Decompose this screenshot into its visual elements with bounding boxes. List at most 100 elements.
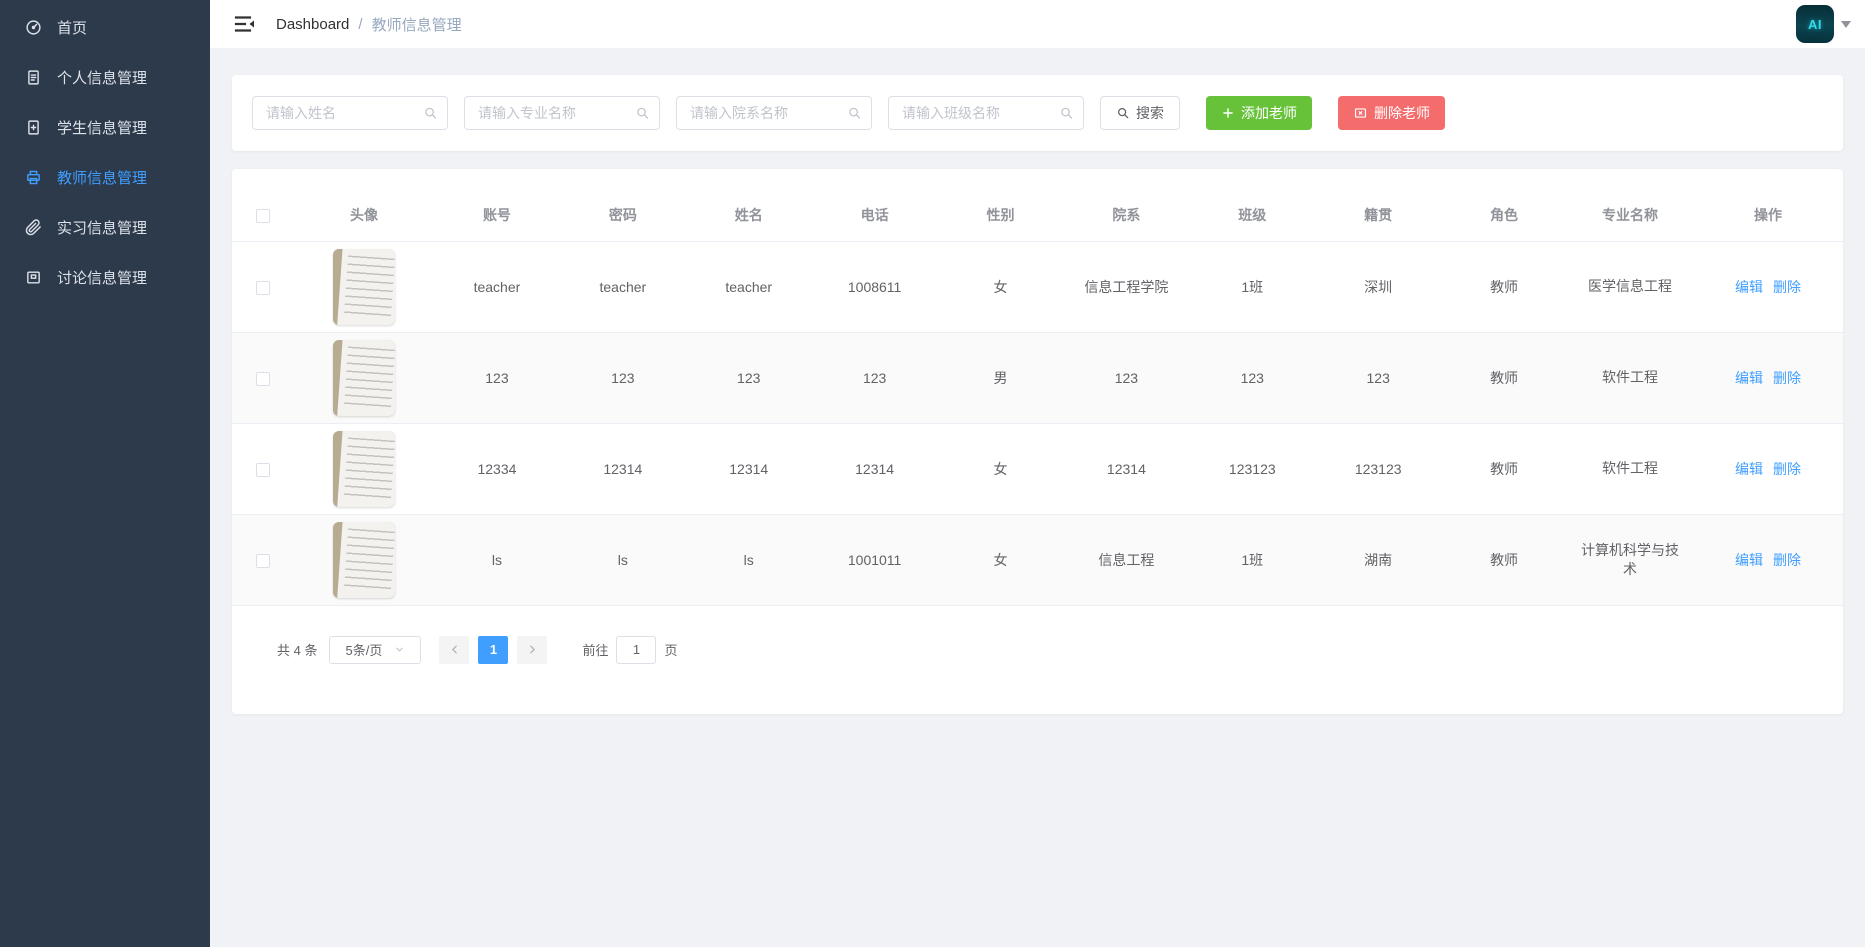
col-role: 角色 <box>1441 189 1568 242</box>
table-row: 123 123 123 123 男 123 123 123 教师 软件工程 编辑… <box>232 332 1843 424</box>
major-search-input[interactable] <box>464 96 660 130</box>
col-name: 姓名 <box>685 189 812 242</box>
col-major: 专业名称 <box>1567 189 1693 242</box>
edit-link[interactable]: 编辑 <box>1735 551 1763 568</box>
edit-link[interactable]: 编辑 <box>1735 460 1763 477</box>
cell-major: 软件工程 <box>1602 460 1658 476</box>
col-department: 院系 <box>1063 189 1190 242</box>
main-area: Dashboard / 教师信息管理 AI <box>210 0 1865 947</box>
select-all-checkbox[interactable] <box>256 208 270 223</box>
col-account: 账号 <box>434 189 560 242</box>
name-search-input[interactable] <box>252 96 448 130</box>
chevron-left-icon <box>451 645 457 654</box>
avatar[interactable]: AI <box>1796 5 1834 43</box>
edit-link[interactable]: 编辑 <box>1735 278 1763 295</box>
topbar: Dashboard / 教师信息管理 AI <box>210 0 1865 48</box>
page-number-1[interactable]: 1 <box>478 635 509 664</box>
cell-phone: 12314 <box>811 423 938 515</box>
page-suffix: 页 <box>664 643 678 658</box>
sidebar-item-home[interactable]: 首页 <box>0 2 210 52</box>
row-checkbox[interactable] <box>256 553 270 568</box>
department-search-field <box>676 96 872 130</box>
cell-role: 教师 <box>1441 423 1568 515</box>
cell-account: ls <box>434 514 560 606</box>
cell-name: 12314 <box>685 423 812 515</box>
hamburger-icon <box>234 16 254 32</box>
department-search-input[interactable] <box>676 96 872 130</box>
class-search-input[interactable] <box>888 96 1084 130</box>
sidebar: 首页 个人信息管理 学生信息管理 教师信息管理 实习信息管理 讨论信息管理 <box>0 0 210 947</box>
breadcrumb-dashboard[interactable]: Dashboard <box>276 15 350 33</box>
cell-class: 123123 <box>1189 423 1316 515</box>
cell-department: 12314 <box>1063 423 1190 515</box>
sidebar-collapse-button[interactable] <box>234 14 256 34</box>
sidebar-item-label: 教师信息管理 <box>57 169 148 187</box>
cell-password: ls <box>559 514 686 606</box>
col-phone: 电话 <box>811 189 938 242</box>
delete-link[interactable]: 删除 <box>1773 551 1801 568</box>
col-class: 班级 <box>1189 189 1316 242</box>
delete-teacher-button[interactable]: 删除老师 <box>1338 96 1445 130</box>
cell-password: teacher <box>559 241 686 333</box>
cell-gender: 女 <box>937 241 1064 333</box>
prev-page-button[interactable] <box>439 635 470 664</box>
sidebar-item-teacher-info[interactable]: 教师信息管理 <box>0 152 210 202</box>
search-button[interactable]: 搜索 <box>1100 96 1180 130</box>
breadcrumb: Dashboard / 教师信息管理 <box>276 14 462 35</box>
col-actions: 操作 <box>1693 189 1843 242</box>
teacher-avatar-image <box>333 248 395 325</box>
cell-phone: 123 <box>811 332 938 424</box>
add-teacher-button[interactable]: 添加老师 <box>1206 96 1312 130</box>
cell-name: ls <box>685 514 812 606</box>
sidebar-item-internship-info[interactable]: 实习信息管理 <box>0 202 210 252</box>
delete-link[interactable]: 删除 <box>1773 460 1801 477</box>
cell-major: 软件工程 <box>1602 369 1658 385</box>
cell-account: 12334 <box>434 423 560 515</box>
row-checkbox[interactable] <box>256 371 270 386</box>
sidebar-item-student-info[interactable]: 学生信息管理 <box>0 102 210 152</box>
paperclip-icon <box>25 218 41 235</box>
content: 搜索 添加老师 删除老师 <box>210 48 1865 741</box>
delete-link[interactable]: 删除 <box>1773 278 1801 295</box>
teacher-avatar-image <box>333 339 395 416</box>
goto-label: 前往 <box>582 643 609 658</box>
chevron-right-icon <box>530 645 536 654</box>
sidebar-item-personal-info[interactable]: 个人信息管理 <box>0 52 210 102</box>
cell-department: 信息工程 <box>1063 514 1190 606</box>
table-row: ls ls ls 1001011 女 信息工程 1班 湖南 教师 计算机科学与技… <box>232 514 1843 606</box>
printer-icon <box>27 170 40 184</box>
search-icon <box>1059 106 1074 121</box>
delete-link[interactable]: 删除 <box>1773 369 1801 386</box>
row-checkbox[interactable] <box>256 280 270 295</box>
col-avatar: 头像 <box>294 189 434 242</box>
cell-hometown: 123123 <box>1315 423 1442 515</box>
sidebar-item-label: 首页 <box>57 19 88 37</box>
cell-hometown: 123 <box>1315 332 1442 424</box>
chevron-down-icon[interactable] <box>1841 20 1851 28</box>
sidebar-item-label: 个人信息管理 <box>57 69 148 87</box>
teacher-table: 头像 账号 密码 姓名 电话 性别 院系 班级 籍贯 角色 专业名称 操作 <box>232 189 1843 606</box>
row-checkbox[interactable] <box>256 462 270 477</box>
document-add-icon <box>28 119 39 135</box>
folder-delete-icon <box>1354 108 1367 118</box>
cell-major: 医学信息工程 <box>1588 278 1672 294</box>
edit-link[interactable]: 编辑 <box>1735 369 1763 386</box>
table-header-row: 头像 账号 密码 姓名 电话 性别 院系 班级 籍贯 角色 专业名称 操作 <box>232 189 1843 242</box>
goto-page-input[interactable] <box>616 635 657 664</box>
pagination-total: 共 4 条 <box>277 643 318 658</box>
sidebar-item-discussion-info[interactable]: 讨论信息管理 <box>0 252 210 302</box>
page-size-select[interactable]: 5条/页 <box>329 635 422 664</box>
cell-password: 12314 <box>559 423 686 515</box>
class-search-field <box>888 96 1084 130</box>
cell-class: 1班 <box>1189 241 1316 333</box>
cell-name: teacher <box>685 241 812 333</box>
user-menu[interactable]: AI <box>1796 5 1851 43</box>
cell-role: 教师 <box>1441 332 1568 424</box>
col-gender: 性别 <box>937 189 1064 242</box>
cell-password: 123 <box>559 332 686 424</box>
next-page-button[interactable] <box>517 635 548 664</box>
cell-role: 教师 <box>1441 241 1568 333</box>
cell-account: 123 <box>434 332 560 424</box>
sidebar-item-label: 实习信息管理 <box>57 219 148 237</box>
